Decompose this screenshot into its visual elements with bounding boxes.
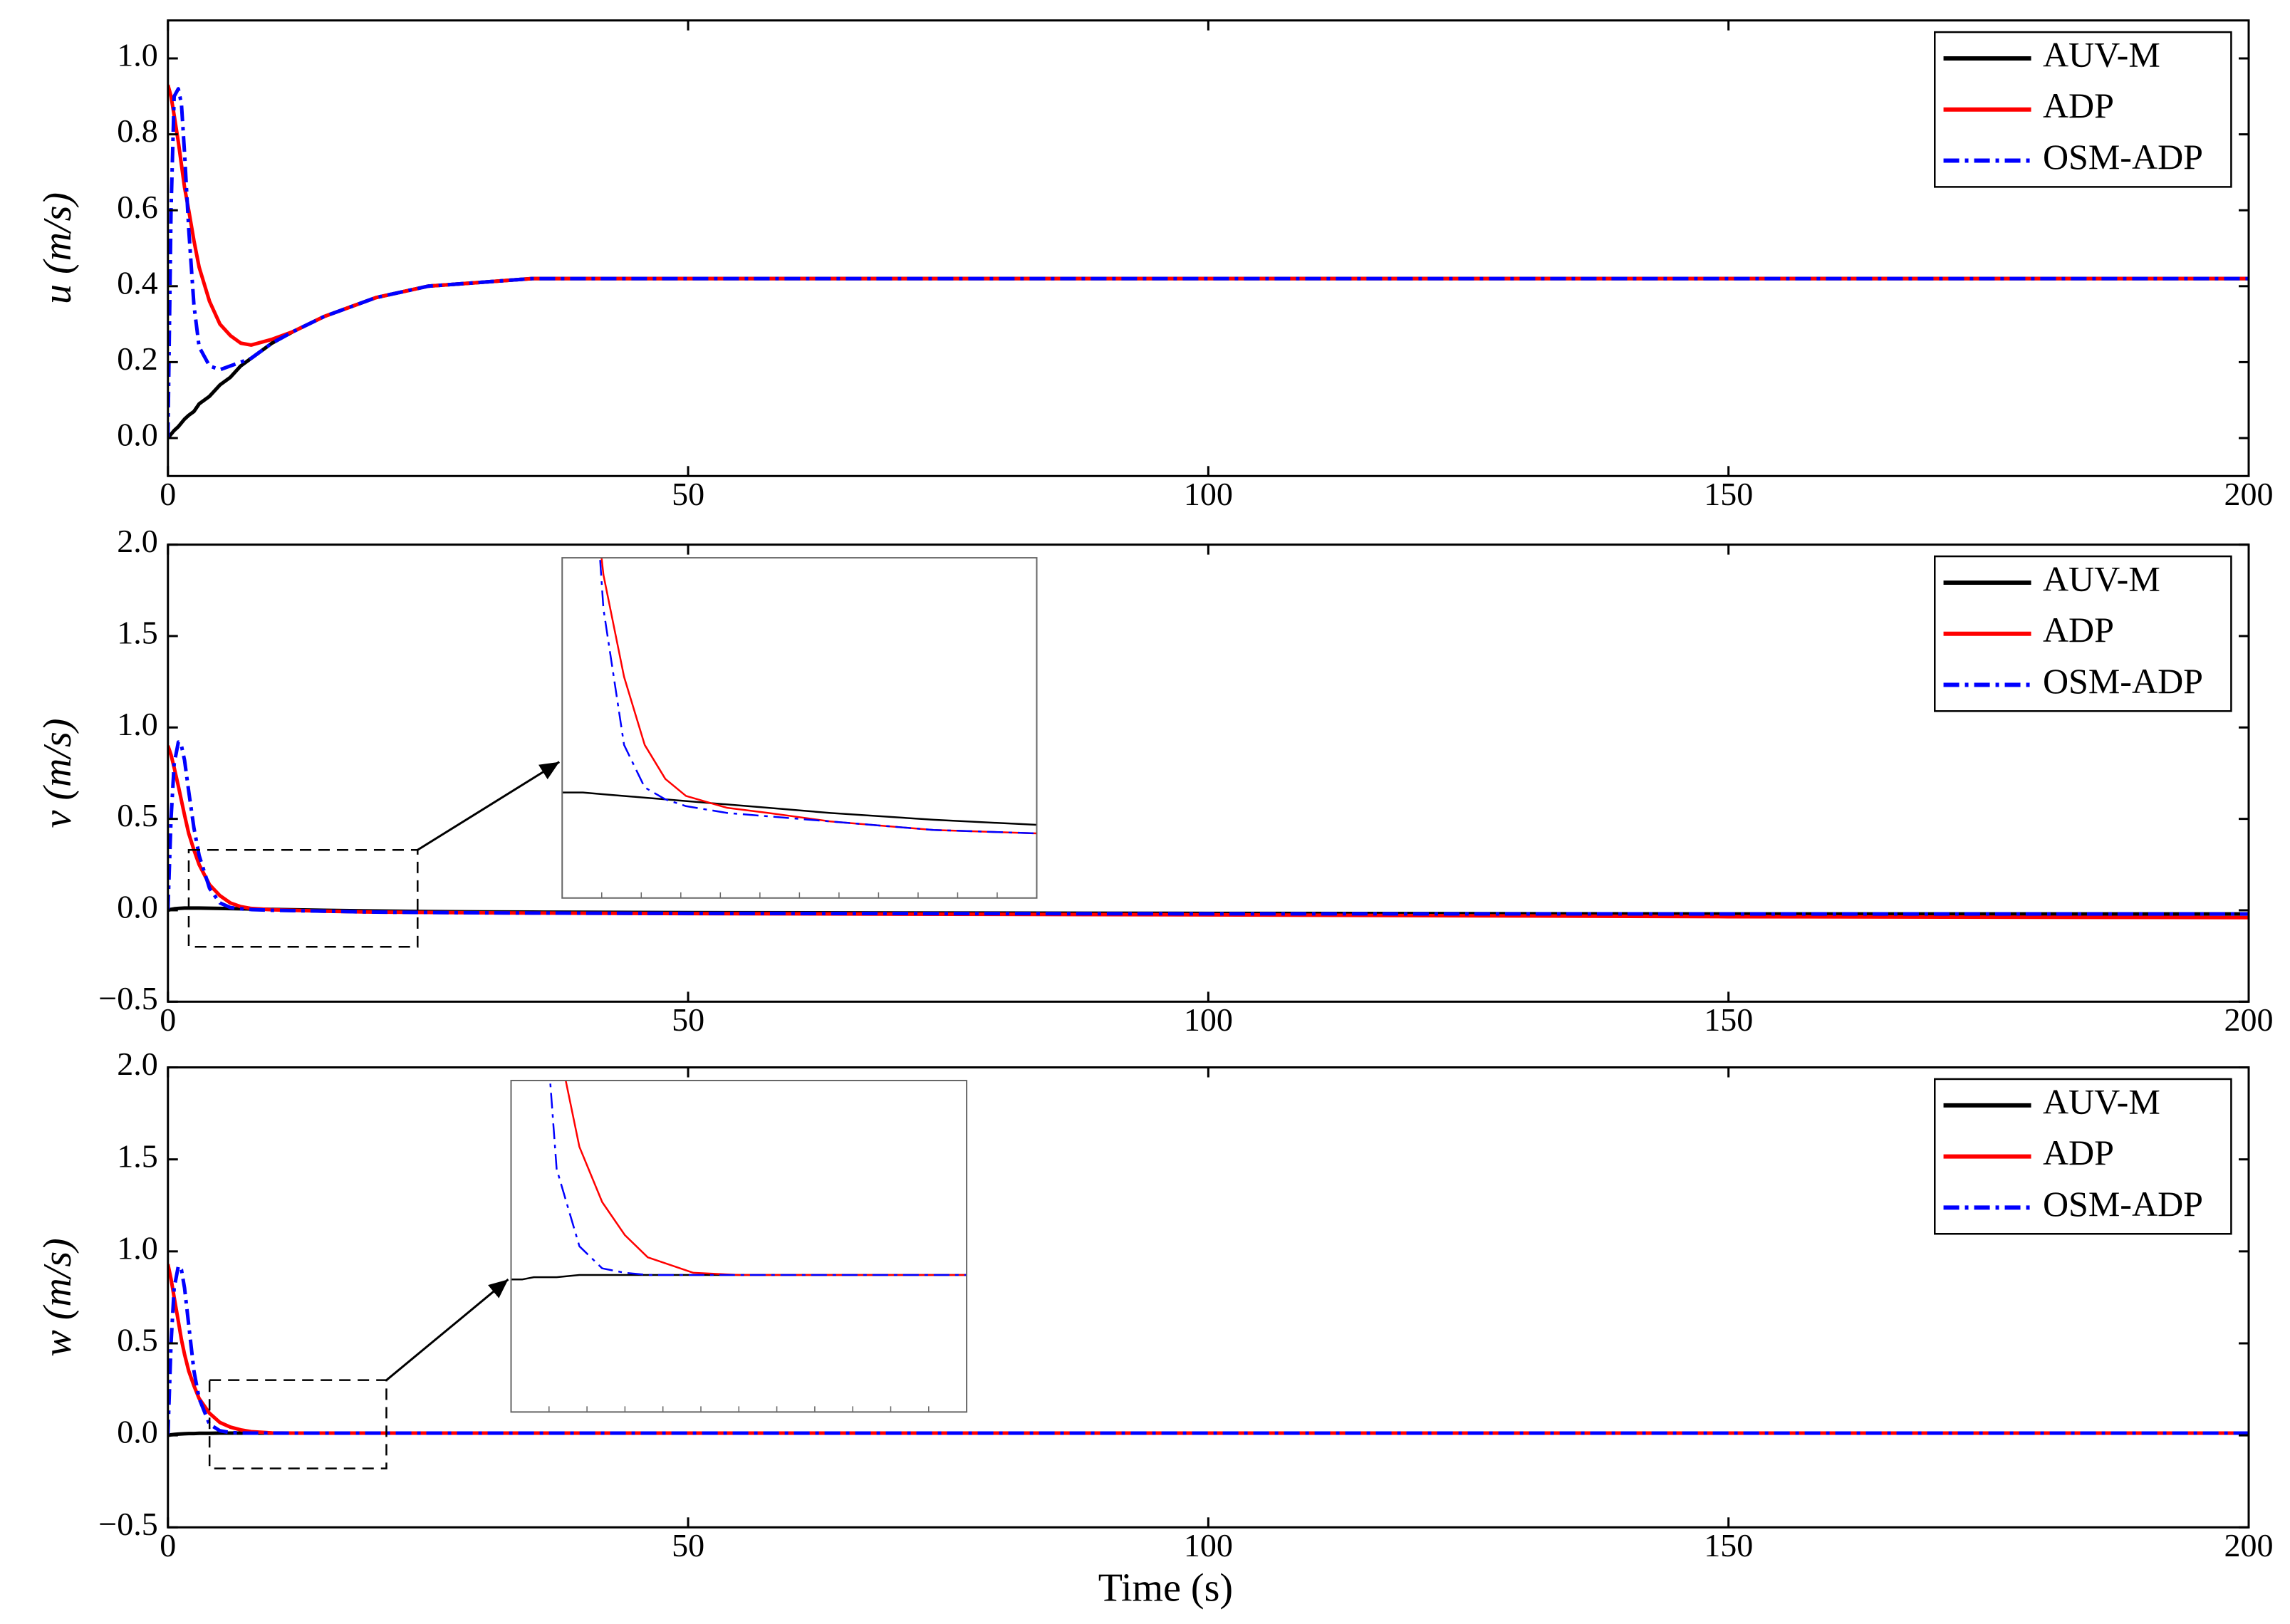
legend-label: ADP (2043, 85, 2114, 125)
y-tick-label: 0.4 (117, 264, 158, 301)
zoom-box (208, 1379, 387, 1469)
y-tick-label: 0.5 (117, 797, 158, 833)
x-tick-label: 100 (1184, 476, 1233, 512)
zoom-box (187, 849, 419, 948)
y-tick-label: 1.0 (117, 1229, 158, 1266)
y-tick-label: 0.5 (117, 1322, 158, 1358)
x-tick-label: 50 (672, 1001, 704, 1038)
y-tick-label: 0.2 (117, 340, 158, 377)
series-line (167, 740, 2249, 916)
x-tick-label: 0 (160, 476, 176, 512)
series-line (511, 1274, 967, 1281)
legend-label: OSM-ADP (2043, 661, 2203, 701)
series-line (167, 87, 2249, 439)
series-line (562, 791, 1037, 826)
y-tick-label: 1.0 (117, 37, 158, 73)
x-tick-label: 0 (160, 1001, 176, 1038)
series-line (167, 276, 2249, 439)
x-axis-label: Time (s) (1098, 1566, 1233, 1610)
zoom-arrow (417, 761, 561, 851)
y-tick-label: 1.5 (117, 615, 158, 651)
y-tick-label: 0.0 (117, 889, 158, 925)
plot (167, 740, 2249, 920)
y-axis-label: v (m/s) (36, 718, 80, 828)
x-tick-label: 150 (1704, 476, 1753, 512)
inset-plot (511, 1081, 967, 1281)
series-line (600, 558, 1037, 835)
series-line (167, 745, 2249, 920)
legend-label: ADP (2043, 1133, 2114, 1172)
legend-label: OSM-ADP (2043, 137, 2203, 177)
y-tick-label: −0.5 (98, 1506, 157, 1542)
inset-bg (511, 1081, 967, 1412)
legend-label: OSM-ADP (2043, 1184, 2203, 1224)
legend-label: AUV-M (2043, 34, 2160, 74)
x-tick-label: 150 (1704, 1001, 1753, 1038)
legend-label: AUV-M (2043, 1081, 2160, 1121)
series-line (564, 1081, 967, 1276)
series-line (599, 558, 1037, 835)
y-tick-label: 0.6 (117, 189, 158, 225)
legend-label: AUV-M (2043, 558, 2160, 598)
y-tick-label: −0.5 (98, 980, 157, 1016)
y-tick-label: 0.8 (117, 113, 158, 149)
y-axis-label: w (m/s) (36, 1238, 80, 1356)
plot (167, 1264, 2249, 1437)
inset-bg (562, 558, 1037, 898)
x-tick-label: 0 (160, 1527, 176, 1563)
x-tick-label: 50 (672, 1527, 704, 1563)
y-tick-label: 1.0 (117, 706, 158, 742)
x-tick-label: 200 (2224, 1001, 2274, 1038)
x-tick-label: 50 (672, 476, 704, 512)
y-tick-label: 2.0 (117, 1046, 158, 1082)
series-line (549, 1081, 967, 1276)
x-tick-label: 200 (2224, 476, 2274, 512)
series-line (167, 1264, 2249, 1436)
zoom-arrow (385, 1279, 509, 1381)
x-tick-label: 200 (2224, 1527, 2274, 1563)
y-tick-label: 0.0 (117, 1414, 158, 1450)
plot (167, 84, 2249, 439)
x-tick-label: 100 (1184, 1527, 1233, 1563)
y-axis-label: u (m/s) (36, 192, 80, 304)
series-line (167, 1264, 2249, 1435)
y-tick-label: 0.0 (117, 417, 158, 453)
y-tick-label: 2.0 (117, 523, 158, 559)
legend-label: ADP (2043, 610, 2114, 650)
y-tick-label: 1.5 (117, 1138, 158, 1174)
x-tick-label: 100 (1184, 1001, 1233, 1038)
inset-plot (562, 558, 1037, 835)
x-tick-label: 150 (1704, 1527, 1753, 1563)
